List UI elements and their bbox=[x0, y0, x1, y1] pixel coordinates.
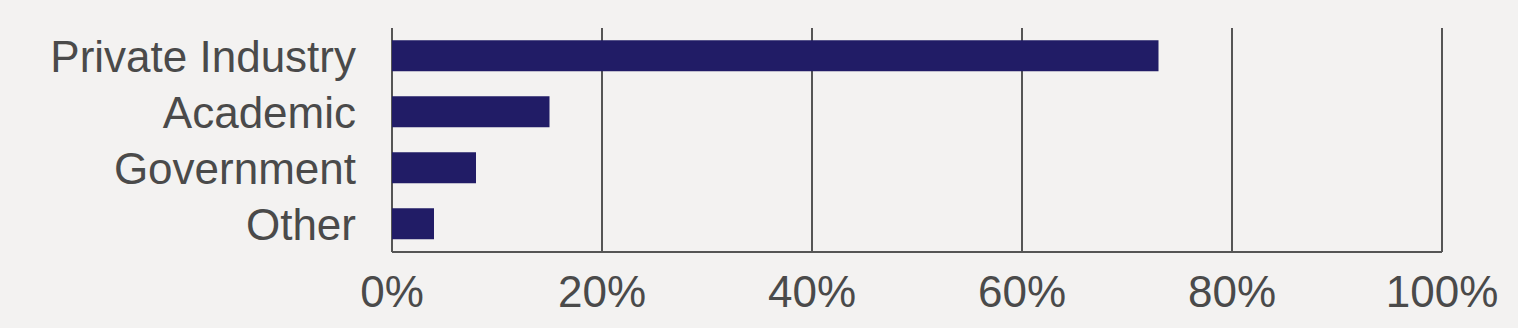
svg-text:Government: Government bbox=[114, 144, 356, 193]
svg-text:80%: 80% bbox=[1188, 267, 1276, 316]
svg-text:100%: 100% bbox=[1386, 267, 1499, 316]
svg-text:40%: 40% bbox=[768, 267, 856, 316]
svg-text:60%: 60% bbox=[978, 267, 1066, 316]
svg-text:20%: 20% bbox=[558, 267, 646, 316]
svg-text:0%: 0% bbox=[360, 267, 424, 316]
svg-text:Private Industry: Private Industry bbox=[50, 32, 356, 81]
svg-text:Academic: Academic bbox=[163, 88, 356, 137]
svg-text:Other: Other bbox=[246, 200, 356, 249]
